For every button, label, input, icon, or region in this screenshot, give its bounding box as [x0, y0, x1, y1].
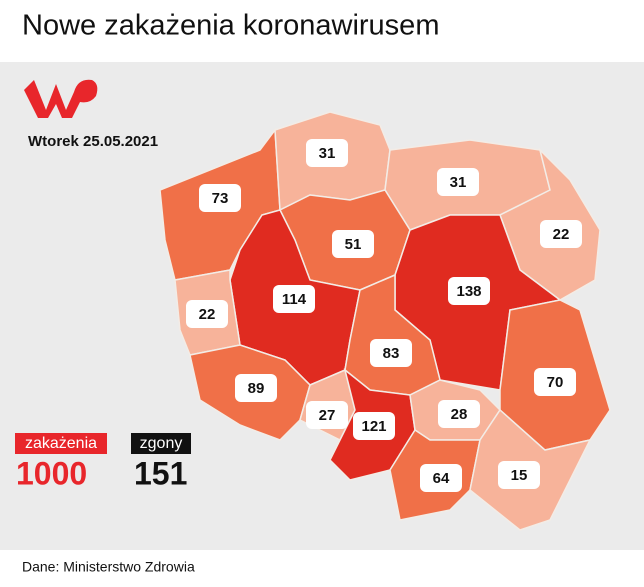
region-label-box — [306, 139, 348, 167]
region-value: 22 — [199, 306, 216, 323]
region-value: 121 — [361, 418, 386, 435]
region-label-box — [306, 401, 348, 429]
deaths-label-box — [131, 433, 191, 454]
region-label-box — [353, 412, 395, 440]
region-value: 31 — [450, 174, 467, 191]
cases-label: zakażenia — [25, 435, 97, 452]
region-value: 28 — [451, 406, 468, 423]
region-label-box — [540, 220, 582, 248]
region-label-box — [420, 464, 462, 492]
legend: zakażenia 1000 zgony 151 — [15, 433, 191, 491]
region-value: 51 — [345, 236, 362, 253]
region-label-box — [186, 300, 228, 328]
region-label-box — [498, 461, 540, 489]
region-label-box — [448, 277, 490, 305]
title: Nowe zakażenia koronawirusem — [22, 10, 439, 42]
region-label-box — [273, 285, 315, 313]
region-value: 138 — [456, 283, 481, 300]
region-label-box — [199, 184, 241, 212]
date: Wtorek 25.05.2021 — [28, 133, 158, 150]
region-value: 89 — [248, 380, 265, 397]
region-value: 27 — [319, 407, 336, 424]
region-label-box — [370, 339, 412, 367]
region-label-box — [437, 168, 479, 196]
region-label-box — [534, 368, 576, 396]
region-value: 73 — [212, 190, 229, 207]
region-value: 114 — [282, 291, 307, 308]
region-value: 15 — [511, 467, 528, 484]
region-label-box — [438, 400, 480, 428]
region-value: 64 — [433, 470, 450, 487]
region-value: 70 — [547, 374, 564, 391]
deaths-total: 151 — [134, 455, 187, 491]
source: Dane: Ministerstwo Zdrowia — [22, 559, 195, 575]
region-label-box — [332, 230, 374, 258]
cases-label-box — [15, 433, 107, 454]
deaths-label: zgony — [140, 435, 183, 452]
region-label-box — [235, 374, 277, 402]
region-value: 22 — [553, 226, 570, 243]
cases-total: 1000 — [16, 455, 87, 491]
region-value: 83 — [383, 345, 400, 362]
logo — [24, 79, 98, 118]
region-value: 31 — [319, 145, 336, 162]
map: 73 31 31 22 51 114 22 138 83 89 27 121 28 70 64 15 — [159, 111, 611, 531]
